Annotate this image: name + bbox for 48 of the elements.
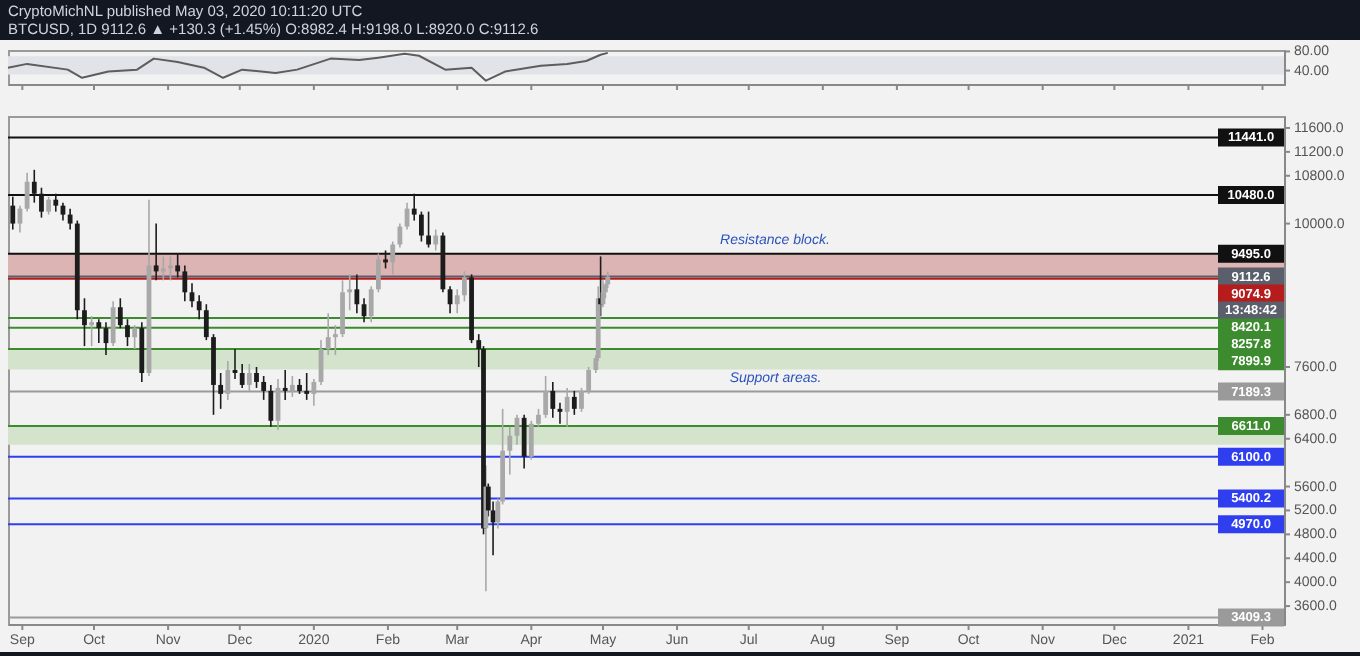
candlestick xyxy=(110,300,116,347)
candlestick xyxy=(462,270,467,303)
candlestick xyxy=(168,255,173,282)
candlestick xyxy=(426,210,431,249)
candlestick xyxy=(586,366,592,395)
candlestick xyxy=(571,390,577,416)
candlestick xyxy=(254,366,259,389)
candlestick xyxy=(354,273,360,315)
candlestick xyxy=(311,378,317,407)
candlestick xyxy=(282,369,288,401)
candlestick xyxy=(550,381,556,419)
candlestick xyxy=(139,321,145,383)
line-series xyxy=(7,51,609,82)
candlestick xyxy=(211,333,216,416)
candlestick xyxy=(225,360,231,401)
candlestick xyxy=(564,387,570,428)
candlestick xyxy=(117,297,123,329)
candlestick xyxy=(132,324,138,350)
candlestick xyxy=(418,210,424,243)
candlestick xyxy=(239,363,245,389)
candlestick xyxy=(507,425,513,476)
candlestick xyxy=(218,372,224,410)
candlestick xyxy=(268,384,274,428)
candlestick xyxy=(289,375,295,398)
candlestick xyxy=(182,264,188,303)
candlestick xyxy=(96,318,102,344)
candlestick xyxy=(454,288,460,315)
candlestick xyxy=(160,255,166,282)
candlestick xyxy=(375,252,381,294)
candlestick xyxy=(543,375,549,419)
candlestick xyxy=(304,372,310,401)
candlestick xyxy=(246,363,252,392)
candlestick xyxy=(433,228,439,252)
candlestick xyxy=(196,294,202,320)
candlestick xyxy=(347,273,353,312)
candlestick xyxy=(340,279,345,338)
candlestick xyxy=(24,171,30,213)
candlestick xyxy=(203,303,209,341)
candlestick xyxy=(521,414,527,470)
candlestick xyxy=(261,375,267,401)
candlestick xyxy=(368,285,374,323)
candlestick xyxy=(528,420,534,461)
candlestick xyxy=(579,387,584,413)
candlestick xyxy=(325,312,331,356)
candlestick xyxy=(332,324,338,356)
candlestick xyxy=(89,315,95,347)
candlestick xyxy=(125,318,130,347)
candlestick xyxy=(82,297,87,347)
